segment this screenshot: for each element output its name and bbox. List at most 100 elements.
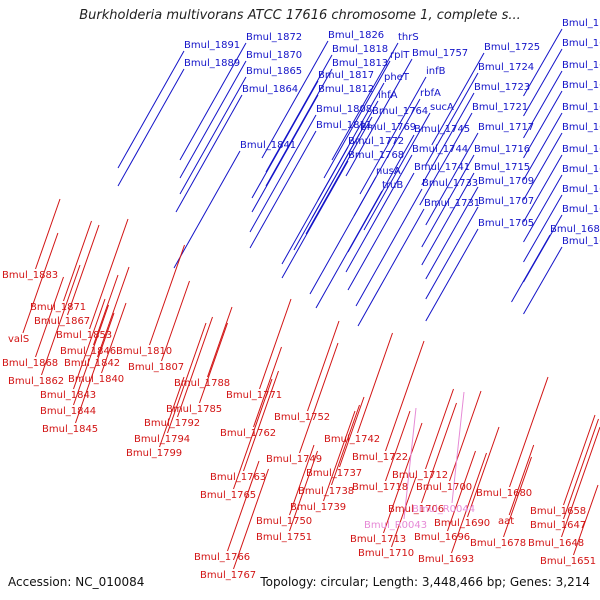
gene-label-top: Bmul_1681 bbox=[550, 224, 600, 235]
leader-line-bottom bbox=[35, 276, 64, 358]
leader-line-rna bbox=[451, 391, 465, 504]
gene-label-bottom: Bmul_1771 bbox=[226, 390, 282, 401]
gene-label-top: Bmul_1764 bbox=[372, 106, 428, 117]
gene-label-bottom: Bmul_1718 bbox=[352, 482, 408, 493]
leader-line-top bbox=[345, 58, 413, 177]
leader-line-top bbox=[355, 188, 423, 307]
accession-label: Accession: NC_010084 bbox=[8, 575, 145, 589]
leader-line-bottom bbox=[508, 444, 535, 516]
leader-line-bottom bbox=[161, 280, 190, 362]
gene-label-top: Bmul_1707 bbox=[478, 196, 534, 207]
gene-label-bottom: Bmul_1738 bbox=[298, 486, 354, 497]
leader-line-top bbox=[251, 94, 319, 213]
gene-label-bottom: Bmul_1713 bbox=[350, 534, 406, 545]
gene-label-top: nusA bbox=[376, 166, 401, 177]
leader-line-bottom bbox=[159, 376, 185, 448]
leader-line-top bbox=[179, 60, 247, 179]
gene-label-bottom: Bmul_1883 bbox=[2, 270, 58, 281]
gene-label-top: Bmul_1872 bbox=[246, 32, 302, 43]
gene-label-top: Bmul_1768 bbox=[348, 150, 404, 161]
leader-line-top bbox=[425, 132, 479, 226]
gene-label-top: Bmul_1721 bbox=[472, 102, 528, 113]
leader-line-bottom bbox=[289, 450, 318, 532]
gene-label-bottom: Bmul_1693 bbox=[418, 554, 474, 565]
leader-line-bottom bbox=[149, 244, 185, 346]
gene-label-top: Bmul_1731 bbox=[424, 198, 480, 209]
leader-line-bottom bbox=[67, 224, 100, 316]
leader-line-top bbox=[363, 112, 431, 231]
gene-label-bottom: Bmul_1794 bbox=[134, 434, 190, 445]
leader-line-bottom bbox=[93, 274, 119, 346]
gene-label-top: infB bbox=[426, 66, 446, 77]
gene-label-top: Bmul_1691 bbox=[562, 80, 600, 91]
leader-line-bottom bbox=[289, 444, 315, 516]
leader-line-bottom bbox=[451, 452, 487, 554]
leader-line-top bbox=[353, 98, 421, 217]
leader-line-top bbox=[421, 154, 475, 248]
leader-line-bottom bbox=[177, 316, 213, 418]
leader-line-top bbox=[523, 154, 563, 223]
leader-line-bottom bbox=[449, 390, 482, 482]
gene-label-top: Bmul_1757 bbox=[412, 48, 468, 59]
gene-label-bottom: Bmul_1763 bbox=[210, 472, 266, 483]
gene-label-bottom: Bmul_1765 bbox=[200, 490, 256, 501]
leader-line-bottom bbox=[509, 376, 549, 488]
leader-line-bottom bbox=[233, 468, 269, 570]
gene-label-top: rbfA bbox=[420, 88, 441, 99]
gene-label-top: Bmul_1769 bbox=[360, 122, 416, 133]
gene-label-bottom: Bmul_1706 bbox=[388, 504, 444, 515]
gene-label-top: Bmul_1772 bbox=[348, 136, 404, 147]
gene-label-top: Bmul_1812 bbox=[318, 84, 374, 95]
gene-label-top: rplT bbox=[390, 50, 410, 61]
leader-line-top bbox=[523, 246, 563, 315]
leader-line-top bbox=[293, 132, 361, 251]
gene-label-bottom: Bmul_1712 bbox=[392, 470, 448, 481]
gene-label-bottom: aat bbox=[498, 516, 514, 527]
leader-line-top bbox=[305, 116, 373, 235]
gene-label-top: Bmul_1715 bbox=[474, 162, 530, 173]
gene-label-top: sucA bbox=[430, 102, 454, 113]
gene-label-bottom: Bmul_1690 bbox=[434, 518, 490, 529]
gene-label-bottom: Bmul_1647 bbox=[530, 520, 586, 531]
gene-label-bottom: Bmul_1785 bbox=[166, 404, 222, 415]
leader-line-top bbox=[425, 206, 479, 300]
leader-line-bottom bbox=[385, 340, 425, 452]
leader-line-bottom bbox=[447, 450, 476, 532]
gene-label-top: pheT bbox=[384, 72, 410, 83]
gene-label-bottom: Bmul_1792 bbox=[144, 418, 200, 429]
gene-label-bottom: Bmul_1710 bbox=[358, 548, 414, 559]
gene-label-bottom: Bmul_1807 bbox=[128, 362, 184, 373]
leader-line-bottom bbox=[63, 220, 92, 302]
leader-line-bottom bbox=[199, 322, 228, 404]
gene-label-top: Bmul_1673 bbox=[562, 236, 600, 247]
gene-label-bottom: Bmul_1749 bbox=[266, 454, 322, 465]
gene-label-bottom: Bmul_1766 bbox=[194, 552, 250, 563]
gene-label-bottom: Bmul_1651 bbox=[540, 556, 596, 567]
gene-label-bottom: Bmul_1843 bbox=[40, 390, 96, 401]
leader-line-top bbox=[265, 68, 333, 187]
leader-line-bottom bbox=[233, 378, 273, 490]
gene-label-top: Bmul_1864 bbox=[242, 84, 298, 95]
leader-line-bottom bbox=[563, 418, 599, 520]
gene-label-bottom: Bmul_1868 bbox=[2, 358, 58, 369]
gene-label-top: Bmul_1889 bbox=[184, 58, 240, 69]
leader-line-bottom bbox=[73, 304, 109, 406]
gene-label-top: Bmul_1687 bbox=[562, 122, 600, 133]
gene-label-bottom: valS bbox=[8, 334, 29, 345]
gene-label-top: Bmul_1891 bbox=[184, 40, 240, 51]
gene-label-bottom: Bmul_1871 bbox=[30, 302, 86, 313]
gene-label-bottom: Bmul_1810 bbox=[116, 346, 172, 357]
gene-label-top: Bmul_1686 bbox=[562, 144, 600, 155]
leader-line-top bbox=[117, 68, 185, 187]
leader-line-top bbox=[251, 80, 319, 199]
gene-label-top: Bmul_1870 bbox=[246, 50, 302, 61]
gene-label-top: Bmul_1723 bbox=[474, 82, 530, 93]
leader-line-top bbox=[261, 40, 329, 159]
leader-line-top bbox=[523, 194, 563, 263]
leader-line-bottom bbox=[227, 460, 260, 552]
gene-label-top: Bmul_1826 bbox=[328, 30, 384, 41]
leader-line-top bbox=[523, 48, 563, 117]
leader-line-bottom bbox=[503, 456, 532, 538]
